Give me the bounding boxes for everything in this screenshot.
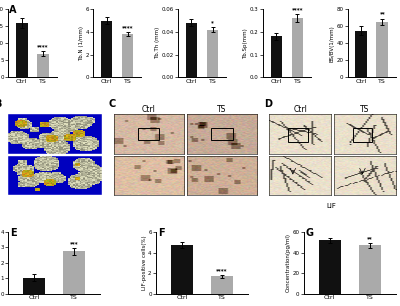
Text: ***: *** bbox=[70, 241, 78, 246]
Text: **: ** bbox=[367, 236, 373, 241]
Title: Ctrl: Ctrl bbox=[293, 105, 307, 114]
Y-axis label: Concentration(pg/ml): Concentration(pg/ml) bbox=[286, 233, 291, 292]
Bar bbox=[186, 23, 197, 77]
Text: ****: **** bbox=[216, 268, 228, 273]
Bar bbox=[63, 251, 85, 294]
Text: F: F bbox=[158, 228, 164, 238]
Bar bbox=[359, 245, 381, 294]
Y-axis label: BS/BV(1/mm): BS/BV(1/mm) bbox=[330, 25, 335, 62]
Bar bbox=[138, 128, 160, 140]
Bar bbox=[319, 240, 341, 294]
Title: TS: TS bbox=[217, 105, 227, 114]
Bar bbox=[352, 128, 372, 142]
Text: *: * bbox=[211, 20, 214, 25]
Text: D: D bbox=[264, 99, 272, 109]
Bar bbox=[101, 21, 112, 77]
Bar bbox=[37, 54, 48, 77]
Bar bbox=[16, 23, 28, 77]
Text: ****: **** bbox=[292, 7, 303, 12]
Text: ****: **** bbox=[37, 44, 48, 49]
Text: B: B bbox=[0, 99, 1, 109]
Y-axis label: LIF-positive cells(%): LIF-positive cells(%) bbox=[142, 236, 147, 290]
Text: **: ** bbox=[380, 12, 385, 17]
Bar bbox=[270, 36, 282, 77]
Bar bbox=[171, 245, 193, 294]
Text: G: G bbox=[306, 228, 314, 238]
Bar bbox=[122, 34, 134, 77]
Text: LIF: LIF bbox=[326, 203, 336, 208]
Text: A: A bbox=[9, 5, 16, 15]
Text: ****: **** bbox=[122, 25, 134, 30]
Title: Ctrl: Ctrl bbox=[142, 105, 156, 114]
Bar bbox=[212, 128, 232, 140]
Y-axis label: Tb.N (1/mm): Tb.N (1/mm) bbox=[79, 26, 84, 61]
Bar bbox=[207, 30, 218, 77]
Title: TS: TS bbox=[360, 105, 370, 114]
Bar bbox=[288, 128, 308, 142]
Text: C: C bbox=[108, 99, 116, 109]
Bar bbox=[292, 18, 303, 77]
Bar bbox=[23, 278, 45, 294]
Bar bbox=[211, 276, 233, 294]
Y-axis label: Tb.Sp(mm): Tb.Sp(mm) bbox=[243, 28, 248, 59]
Bar bbox=[376, 22, 388, 77]
Text: E: E bbox=[10, 228, 17, 238]
Y-axis label: Tb.Th (mm): Tb.Th (mm) bbox=[155, 27, 160, 59]
Bar bbox=[356, 31, 367, 77]
